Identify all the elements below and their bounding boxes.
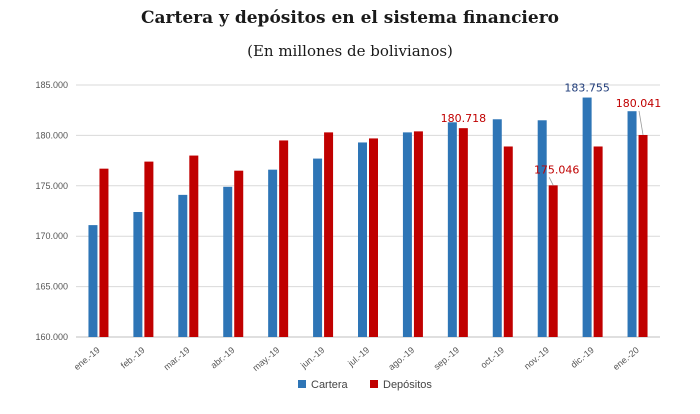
legend-swatch [298,380,306,388]
bar-depsitos-6 [369,138,378,337]
legend-label: Depósitos [383,379,432,391]
bar-depsitos-10 [548,185,558,337]
x-tick-label: dic.-19 [569,345,596,370]
data-label: 183.755 [564,82,610,95]
bar-depsitos-2 [189,155,199,337]
bar-cartera-12 [627,111,637,337]
x-tick-label: ene.-19 [72,345,102,372]
y-tick-label: 170.000 [35,231,68,241]
bar-depsitos-0 [99,168,109,337]
x-tick-label: ago.-19 [386,345,416,372]
bar-depsitos-11 [593,146,603,337]
x-tick-label: feb.-19 [119,345,147,371]
chart-title: Cartera y depósitos en el sistema financ… [141,8,559,28]
x-tick-label: ene.-20 [611,345,641,372]
bar-cartera-6 [358,142,367,337]
y-tick-label: 185.000 [35,80,68,90]
x-tick-label: mar.-19 [162,345,192,372]
bar-cartera-0 [88,225,98,337]
x-tick-label: nov.-19 [522,345,551,372]
bar-cartera-10 [537,120,547,337]
bar-depsitos-8 [458,128,468,337]
data-label: 180.718 [441,112,487,125]
x-tick-label: may.-19 [251,345,282,373]
y-tick-label: 180.000 [35,130,68,140]
label-leader [548,177,554,186]
bar-depsitos-9 [503,146,513,337]
bar-cartera-11 [582,97,592,338]
x-tick-label: sep.-19 [432,345,461,372]
y-tick-label: 175.000 [35,181,68,191]
x-tick-label: abr.-19 [209,345,237,371]
bar-depsitos-1 [144,161,154,337]
chart-subtitle: (En millones de bolivianos) [247,42,453,60]
legend-swatch [370,380,378,388]
x-tick-label: jul.-19 [345,345,371,369]
bar-cartera-1 [133,212,143,337]
data-label: 175.046 [534,163,580,176]
bar-cartera-2 [178,194,188,337]
bar-cartera-5 [313,158,323,337]
data-label: 180.041 [616,97,662,110]
bar-depsitos-5 [324,132,334,337]
y-tick-label: 160.000 [35,332,68,342]
bar-depsitos-4 [279,140,289,337]
bar-cartera-8 [447,122,457,338]
bar-depsitos-7 [413,131,423,337]
label-leader [638,110,644,136]
bar-cartera-4 [268,169,278,337]
bar-cartera-3 [223,186,233,337]
legend-label: Cartera [311,379,349,391]
bar-depsitos-12 [638,134,648,337]
y-tick-label: 165.000 [35,282,68,292]
bar-cartera-9 [492,119,502,337]
x-tick-label: jun.-19 [298,345,326,371]
x-tick-label: oct.-19 [479,345,507,370]
bar-depsitos-3 [234,170,244,337]
bar-cartera-7 [402,132,412,337]
